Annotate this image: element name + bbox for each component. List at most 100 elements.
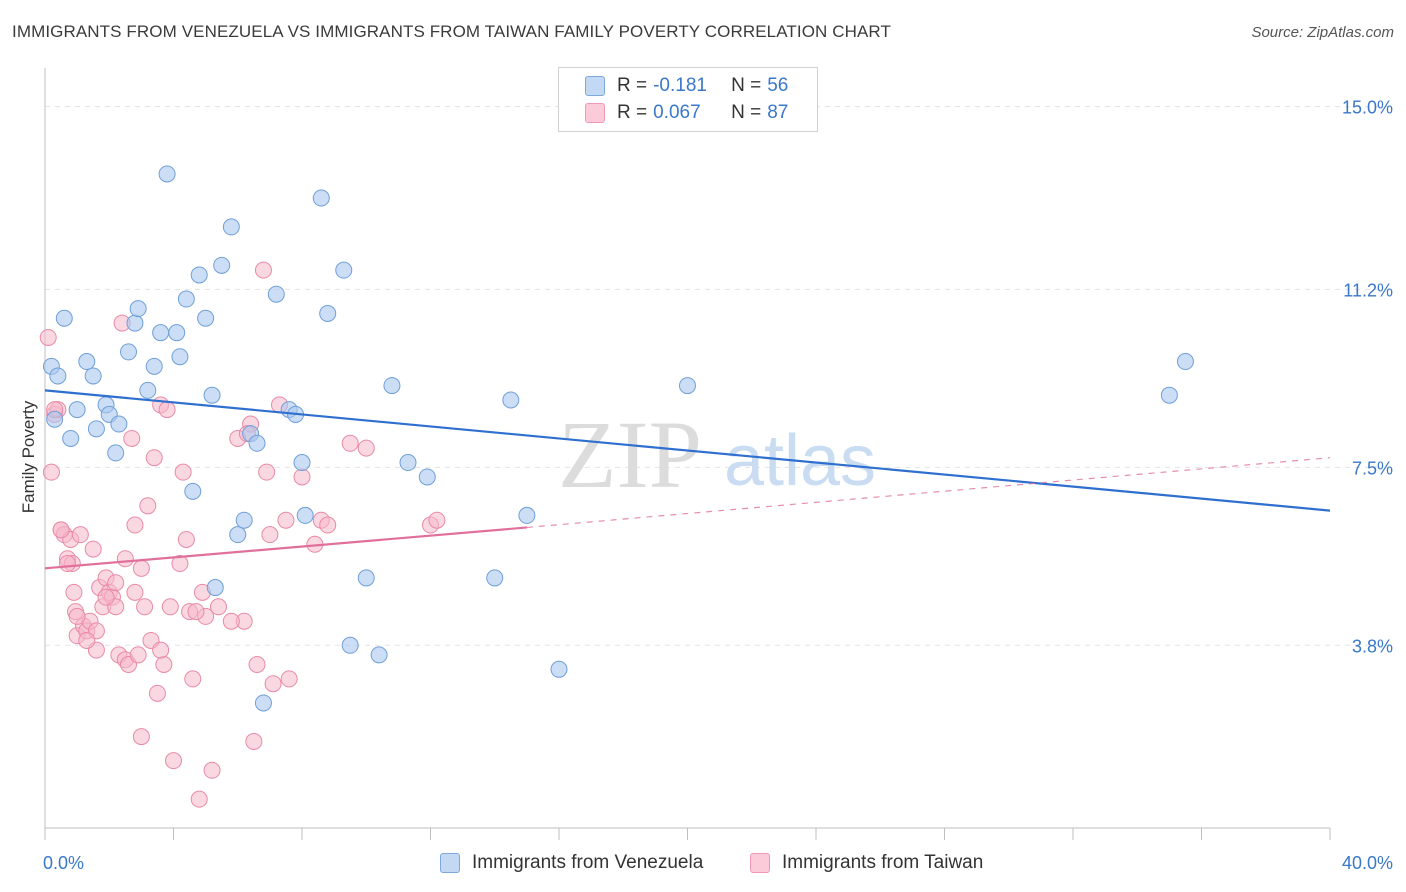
trendlines — [44, 389, 1331, 570]
venezuela-point — [110, 415, 128, 433]
venezuela-swatch — [440, 853, 460, 873]
taiwan-point — [177, 530, 195, 548]
watermark-zip: ZIP — [558, 401, 702, 508]
source-label: Source: ZipAtlas.com — [1251, 24, 1394, 41]
taiwan-trendline-extension — [526, 457, 1331, 529]
taiwan-point — [126, 583, 144, 601]
venezuela-point — [319, 304, 337, 322]
taiwan-point — [174, 463, 192, 481]
legend-n-value: 87 — [767, 102, 789, 123]
taiwan-trendline — [44, 526, 527, 570]
taiwan-point — [187, 603, 205, 621]
venezuela-point — [145, 357, 163, 375]
legend-r-label: R = — [617, 75, 648, 96]
venezuela-point — [107, 444, 125, 462]
taiwan-point — [319, 516, 337, 534]
venezuela-point — [184, 482, 202, 500]
taiwan-point — [428, 511, 446, 529]
legend-n-value: 56 — [767, 75, 789, 96]
x-tick-label: 40.0% — [1342, 853, 1393, 873]
venezuela-point — [418, 468, 436, 486]
taiwan-point — [39, 328, 57, 346]
taiwan-point — [254, 261, 272, 279]
bottom-legend-label: Immigrants from Venezuela — [472, 852, 704, 873]
venezuela-point — [62, 429, 80, 447]
venezuela-point — [84, 367, 102, 385]
chart-title: IMMIGRANTS FROM VENEZUELA VS IMMIGRANTS … — [12, 22, 891, 41]
gridlines — [45, 106, 1392, 646]
taiwan-point — [139, 497, 157, 515]
taiwan-point — [107, 574, 125, 592]
legend-r-value: -0.181 — [653, 75, 707, 96]
legend-r-value: 0.067 — [653, 102, 701, 123]
venezuela-point — [129, 300, 147, 318]
taiwan-point — [158, 401, 176, 419]
venezuela-point — [296, 506, 314, 524]
taiwan-point — [203, 761, 221, 779]
taiwan-point — [209, 598, 227, 616]
venezuela-swatch — [585, 76, 605, 96]
venezuela-point — [206, 579, 224, 597]
venezuela-point — [46, 410, 64, 428]
x-tick-label: 0.0% — [43, 853, 84, 873]
venezuela-point — [177, 290, 195, 308]
taiwan-point — [222, 612, 240, 630]
venezuela-point — [197, 309, 215, 327]
venezuela-points — [42, 165, 1194, 712]
venezuela-point — [222, 218, 240, 236]
y-tick-label: 7.5% — [1352, 458, 1393, 478]
venezuela-point — [203, 386, 221, 404]
venezuela-point — [139, 381, 157, 399]
venezuela-point — [78, 353, 96, 371]
venezuela-point — [312, 189, 330, 207]
y-tick-label: 3.8% — [1352, 636, 1393, 656]
bottom-legend-venezuela: Immigrants from Venezuela — [440, 852, 703, 874]
legend: R = -0.181 N = 56 R = 0.067 N = 87 — [558, 67, 818, 132]
venezuela-point — [518, 506, 536, 524]
venezuela-point — [370, 646, 388, 664]
venezuela-point — [152, 324, 170, 342]
venezuela-point — [293, 454, 311, 472]
taiwan-point — [165, 752, 182, 770]
taiwan-point — [126, 516, 144, 534]
taiwan-point — [123, 429, 141, 447]
venezuela-point — [357, 569, 375, 587]
taiwan-point — [245, 732, 263, 750]
venezuela-point — [49, 367, 67, 385]
taiwan-point — [58, 555, 76, 573]
taiwan-point — [264, 675, 282, 693]
venezuela-point — [254, 694, 272, 712]
venezuela-point — [399, 454, 417, 472]
taiwan-point — [84, 540, 102, 558]
taiwan-point — [68, 607, 86, 625]
venezuela-point — [502, 391, 520, 409]
taiwan-point — [132, 559, 150, 577]
taiwan-point — [190, 790, 208, 808]
venezuela-point — [1160, 386, 1178, 404]
taiwan-point — [78, 631, 96, 649]
venezuela-point — [229, 526, 247, 544]
venezuela-point — [120, 343, 138, 361]
venezuela-point — [68, 401, 86, 419]
bottom-legend-taiwan: Immigrants from Taiwan — [750, 852, 983, 874]
legend-n-label: N = — [731, 75, 762, 96]
venezuela-point — [126, 314, 144, 332]
taiwan-point — [341, 434, 359, 452]
venezuela-point — [383, 377, 401, 395]
taiwan-point — [161, 598, 179, 616]
bottom-legend: Immigrants from Venezuela Immigrants fro… — [0, 852, 1406, 878]
venezuela-point — [158, 165, 176, 183]
venezuela-point — [1176, 353, 1194, 371]
venezuela-point — [190, 266, 208, 284]
taiwan-point — [248, 655, 266, 673]
taiwan-point — [71, 526, 89, 544]
taiwan-point — [148, 684, 166, 702]
taiwan-point — [52, 521, 70, 539]
venezuela-point — [335, 261, 353, 279]
taiwan-swatch — [750, 853, 770, 873]
taiwan-point — [132, 728, 150, 746]
venezuela-point — [248, 434, 266, 452]
taiwan-point — [65, 583, 83, 601]
taiwan-point — [42, 463, 60, 481]
taiwan-swatch — [585, 103, 605, 123]
